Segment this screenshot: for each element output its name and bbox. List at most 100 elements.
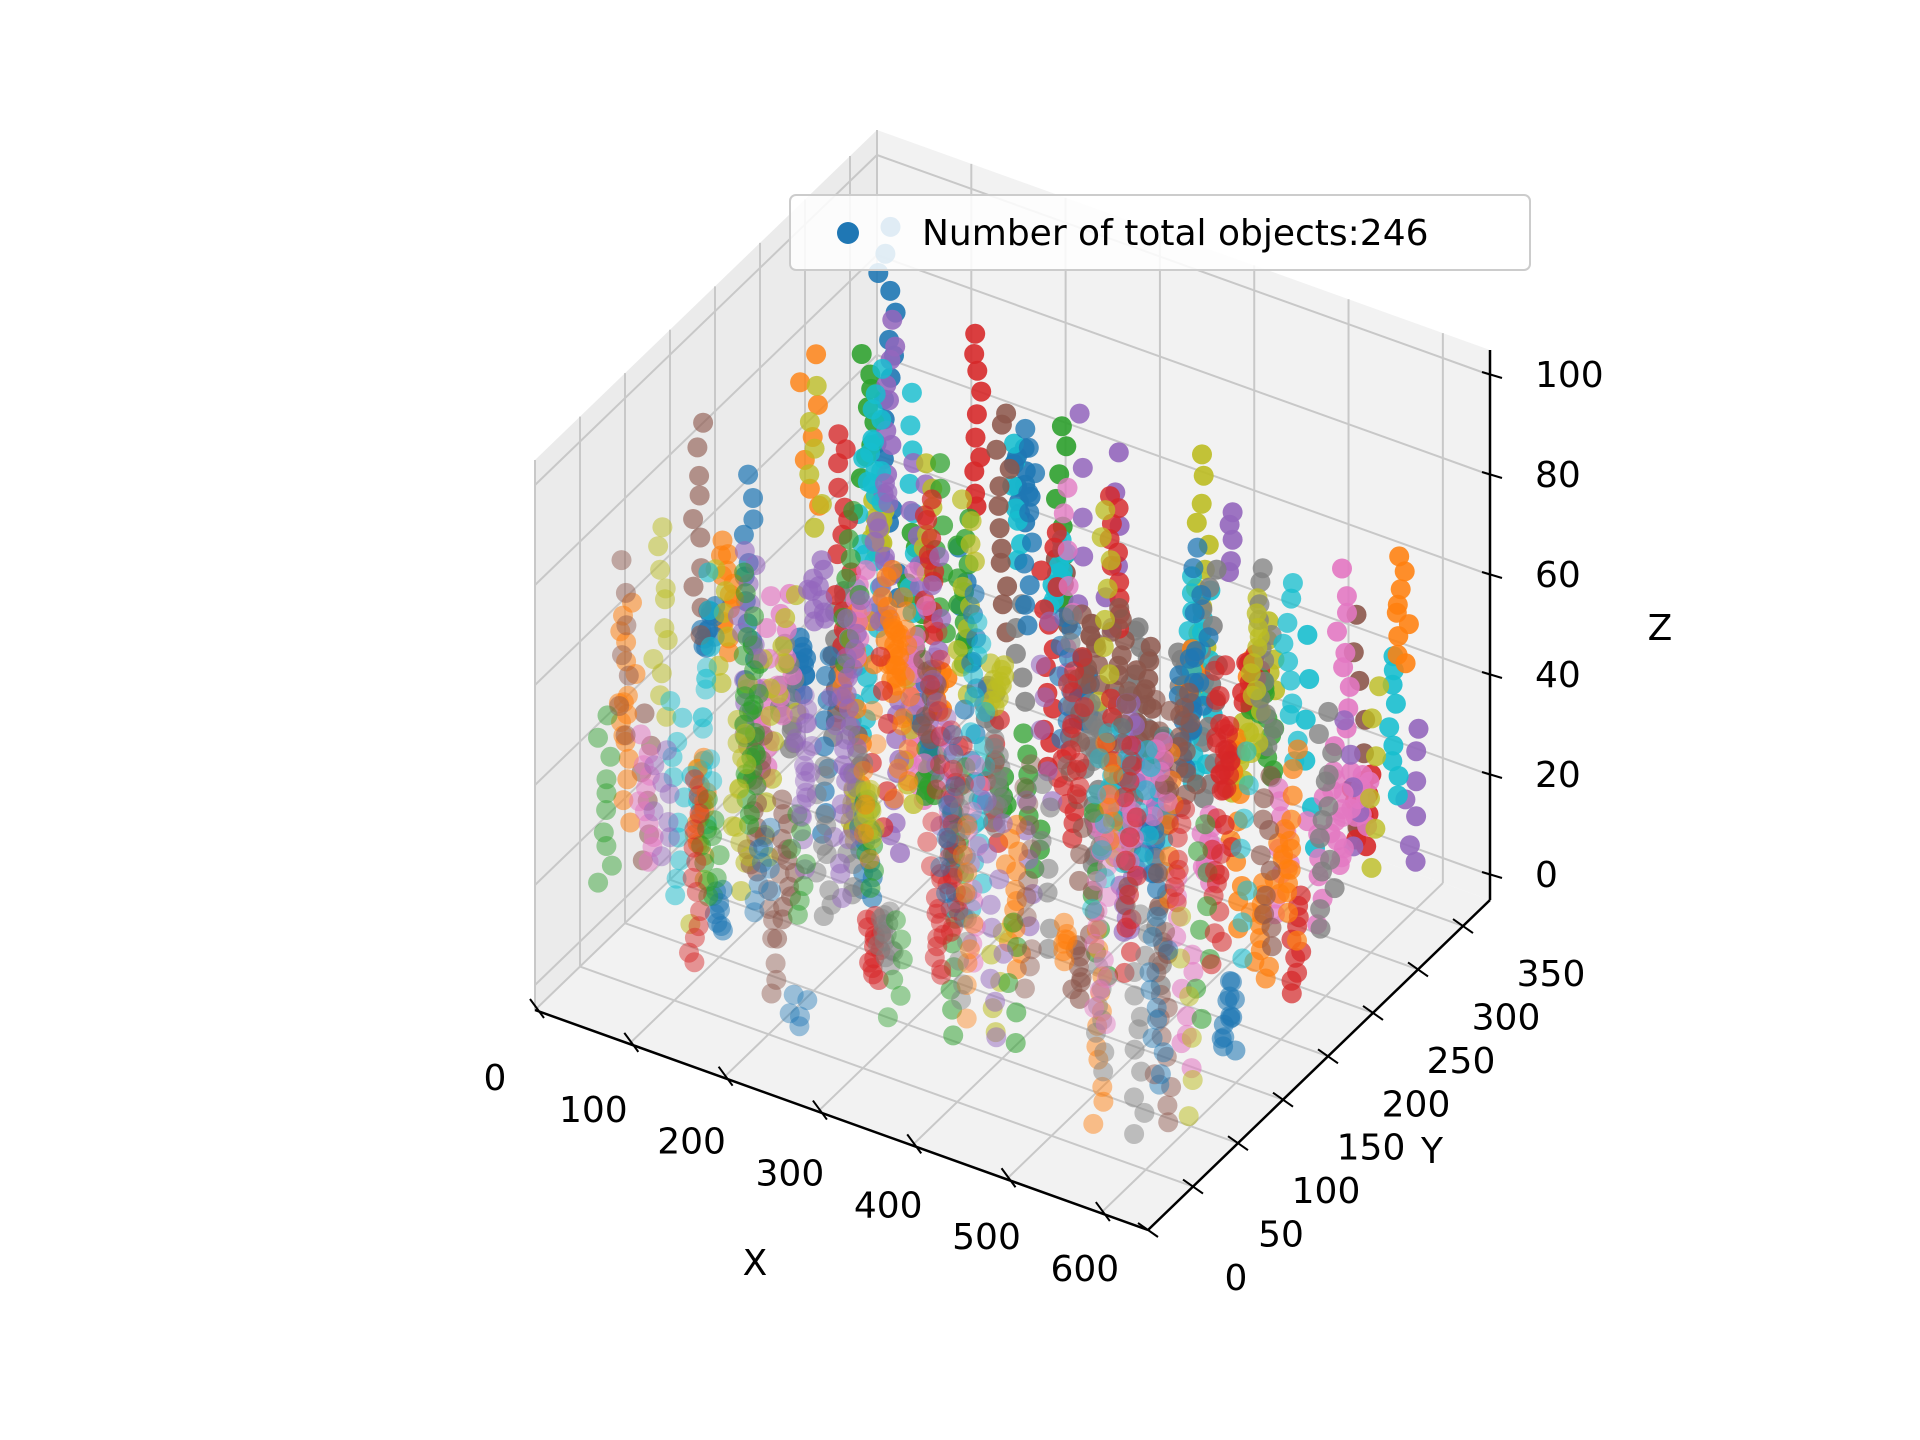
scatter-point (1281, 983, 1302, 1004)
scatter-point (949, 757, 970, 778)
scatter-point (743, 509, 764, 530)
scatter-point (952, 489, 972, 510)
scatter-point (945, 776, 966, 797)
scatter-point (1281, 809, 1302, 830)
scatter-point (1140, 636, 1161, 657)
scatter-point (1098, 965, 1119, 986)
scatter-point (689, 485, 710, 506)
scatter-point (992, 813, 1013, 834)
scatter-point (938, 829, 959, 850)
scatter-point (1171, 906, 1192, 927)
scatter-point (1263, 719, 1284, 739)
scatter-point (1021, 939, 1042, 960)
scatter-point (922, 811, 943, 832)
y-tick-label: 150 (1337, 1128, 1406, 1169)
scatter-point (779, 1003, 800, 1024)
scatter-point (971, 633, 992, 654)
scatter-point (596, 783, 617, 804)
scatter-point (734, 562, 755, 583)
scatter-point (1083, 1113, 1104, 1134)
scatter-point (683, 509, 704, 529)
scatter-point (1054, 951, 1075, 972)
scatter-point (1295, 709, 1316, 730)
scatter-point (1088, 995, 1108, 1016)
scatter-point (1137, 740, 1158, 761)
scatter-point (1332, 558, 1352, 579)
scatter-point (926, 903, 947, 924)
scatter-point (615, 582, 636, 603)
scatter-point (942, 802, 963, 823)
scatter-point (1092, 1010, 1113, 1030)
scatter-point (1031, 830, 1052, 851)
scatter-point (761, 586, 781, 607)
scatter-point (744, 890, 765, 911)
z-tick-label: 40 (1535, 655, 1581, 696)
scatter-point (1086, 1022, 1106, 1043)
scatter-point (1335, 642, 1356, 663)
scatter-point (895, 619, 916, 640)
scatter-point (961, 511, 982, 532)
scatter-point (698, 562, 719, 583)
scatter-point (611, 550, 632, 571)
scatter-point (771, 828, 792, 849)
scatter-point (1119, 827, 1140, 848)
scatter-point (1121, 941, 1141, 962)
scatter-point (1336, 586, 1357, 607)
x-tick-mark (812, 1099, 828, 1121)
scatter-point (652, 772, 673, 793)
scatter-point (1337, 602, 1357, 623)
scatter-point (942, 725, 963, 745)
scatter-point (1310, 918, 1331, 939)
scatter-point (1385, 693, 1406, 714)
scatter-point (795, 761, 816, 782)
scatter-point (1031, 560, 1052, 581)
scatter-point (1232, 912, 1253, 933)
scatter-point (814, 756, 835, 777)
scatter-point (811, 494, 832, 514)
scatter-point (843, 500, 864, 521)
scatter-point (787, 804, 808, 825)
scatter-point (1287, 930, 1307, 951)
scatter-point (744, 606, 764, 627)
scatter-point (1181, 1027, 1202, 1048)
scatter-point (967, 360, 988, 381)
scatter-point (751, 852, 772, 873)
scatter-point (731, 881, 752, 901)
scatter-point (709, 893, 730, 913)
scatter-point (694, 852, 715, 873)
scatter-point (940, 921, 961, 942)
scatter-point (1114, 962, 1135, 983)
scatter-point (1183, 961, 1204, 982)
scatter-point (771, 844, 792, 865)
scatter-point (1100, 550, 1121, 571)
scatter-point (1082, 898, 1103, 919)
scatter-point (936, 883, 957, 904)
scatter-point (730, 832, 751, 853)
scatter-point (797, 699, 818, 720)
scatter-point (835, 729, 856, 750)
scatter-point (890, 843, 910, 863)
scatter-point (861, 829, 882, 849)
scatter-point (949, 950, 969, 971)
scatter-point (926, 779, 947, 800)
scatter-point (1206, 727, 1227, 748)
scatter-point (688, 916, 709, 937)
scatter-point (1021, 839, 1042, 860)
scatter-point (793, 876, 814, 896)
scatter-point (1246, 603, 1267, 624)
scatter-point (715, 581, 736, 602)
scatter-point (1191, 493, 1212, 514)
scatter-point (1015, 418, 1036, 439)
scatter-point (796, 782, 816, 803)
scatter-point (864, 431, 885, 451)
scatter-point (1222, 502, 1243, 523)
scatter-point (854, 797, 875, 818)
scatter-point (651, 846, 672, 867)
scatter-point (1114, 787, 1135, 808)
scatter-point (1039, 611, 1060, 632)
scatter-point (596, 769, 617, 790)
scatter-point (838, 529, 859, 550)
scatter-point (1142, 1028, 1163, 1048)
scatter-point (1204, 660, 1225, 681)
scatter-point (758, 846, 779, 867)
